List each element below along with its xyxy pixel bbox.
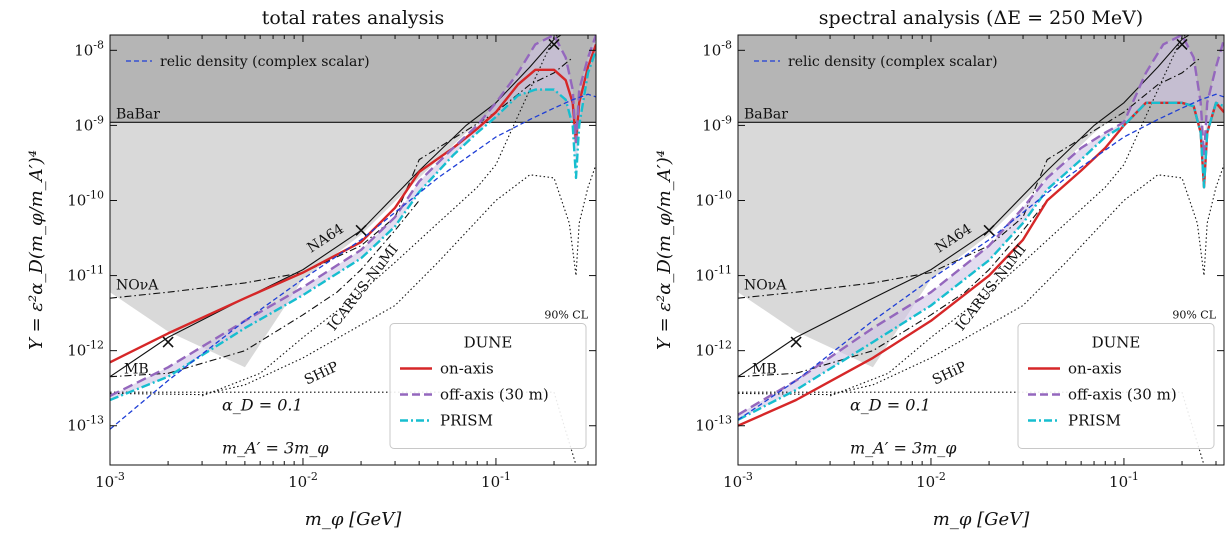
- plot-area: [738, 35, 1224, 465]
- ship-curve: [738, 164, 1224, 396]
- x-tick-label: 10-3: [95, 470, 125, 491]
- mass-ratio-label: m_A′ = 3m_φ: [850, 438, 957, 457]
- na64-curve: [738, 35, 1191, 378]
- legend-box: [389, 322, 587, 449]
- ship-label: SHiP: [930, 359, 969, 389]
- babar-excluded-region: [738, 35, 1224, 123]
- dune-legend: DUNE on-axis off-axis (30 m) PRISM: [1017, 322, 1215, 449]
- y-tick-label: 10-10: [67, 188, 104, 209]
- ship-curve: [110, 164, 596, 396]
- x-tick-label: 10-1: [481, 470, 511, 491]
- x-tick-label: 10-2: [288, 470, 318, 491]
- relic-density-line: [110, 93, 596, 430]
- x-tick-label: 10-3: [723, 470, 753, 491]
- plot-frame: [109, 34, 597, 466]
- benchmark-cross: [548, 38, 560, 50]
- spectral-panel: 10-3 10-2 10-1 10-13 10-12 10-11 10-10 10-9 10-8…: [654, 7, 1225, 530]
- y-tick-label: 10-8: [702, 38, 732, 59]
- y-tick-label: 10-10: [695, 188, 732, 209]
- legend-entry: PRISM: [440, 411, 493, 429]
- y-tick-label: 10-12: [695, 339, 732, 360]
- y-axis-label: Y = ε²α_D(m_φ/m_A′)⁴: [654, 150, 675, 350]
- y-tick-label: 10-8: [74, 38, 104, 59]
- cl-label: 90% CL: [1172, 308, 1216, 321]
- prism-line: [738, 101, 1224, 421]
- mb-curve: [110, 200, 420, 378]
- y-tick-label: 10-12: [67, 339, 104, 360]
- x-axis-ticks: 10-3 10-2 10-1: [723, 35, 1217, 491]
- benchmark-cross: [162, 336, 174, 348]
- y-axis-ticks: 10-13 10-12 10-11 10-10 10-9 10-8: [67, 38, 596, 435]
- dune-band: [738, 35, 1224, 420]
- prism-line: [110, 49, 596, 402]
- relic-density-line: [738, 93, 1224, 421]
- x-axis-label: m_φ [GeV]: [305, 509, 402, 530]
- panel-title: spectral analysis (ΔE = 250 MeV): [819, 7, 1143, 29]
- y-tick-label: 10-13: [695, 414, 732, 435]
- mb-label: MB: [752, 361, 777, 377]
- legend-entry: PRISM: [1068, 411, 1121, 429]
- babar-label: BaBar: [116, 106, 160, 122]
- nova-label: NOνA: [744, 278, 787, 294]
- y-tick-label: 10-9: [702, 113, 732, 134]
- x-axis-label: m_φ [GeV]: [933, 509, 1030, 530]
- plot-frame: [737, 34, 1225, 466]
- cl-label: 90% CL: [544, 308, 588, 321]
- mass-ratio-label: m_A′ = 3m_φ: [222, 438, 329, 457]
- mb-curve: [738, 200, 1048, 378]
- benchmark-cross: [983, 224, 995, 236]
- dune-band: [110, 35, 596, 400]
- relic-legend-label: relic density (complex scalar): [788, 54, 998, 70]
- legend-entry: on-axis: [440, 359, 494, 377]
- y-tick-label: 10-13: [67, 414, 104, 435]
- legend-title: DUNE: [1092, 333, 1141, 351]
- y-axis-label: Y = ε²α_D(m_φ/m_A′)⁴: [26, 150, 47, 350]
- y-axis-ticks: 10-13 10-12 10-11 10-10 10-9 10-8: [695, 38, 1224, 435]
- nova-curve: [738, 57, 1202, 299]
- x-tick-label: 10-1: [1109, 470, 1139, 491]
- off-axis-line: [738, 35, 1224, 416]
- alpha-d-label: α_D = 0.1: [850, 395, 931, 414]
- benchmark-cross: [1176, 38, 1188, 50]
- alpha-d-label: α_D = 0.1: [222, 395, 303, 414]
- x-axis-ticks: 10-3 10-2 10-1: [95, 35, 589, 491]
- benchmark-cross: [790, 336, 802, 348]
- nova-label: NOνA: [116, 278, 159, 294]
- legend-entry: on-axis: [1068, 359, 1122, 377]
- mb-label: MB: [124, 361, 149, 377]
- ship-label: SHiP: [302, 359, 341, 389]
- plot-area: [110, 35, 596, 465]
- dune-legend: DUNE on-axis off-axis (30 m) PRISM: [389, 322, 587, 449]
- off-axis-line: [110, 35, 596, 397]
- legend-box: [1017, 322, 1215, 449]
- legend-entry: off-axis (30 m): [1068, 385, 1177, 403]
- panel-title: total rates analysis: [262, 7, 445, 29]
- y-tick-label: 10-11: [67, 264, 104, 285]
- legend-entry: off-axis (30 m): [440, 385, 549, 403]
- x-tick-label: 10-2: [916, 470, 946, 491]
- relic-legend-label: relic density (complex scalar): [160, 54, 370, 70]
- babar-label: BaBar: [744, 106, 788, 122]
- legend-title: DUNE: [464, 333, 513, 351]
- y-tick-label: 10-11: [695, 264, 732, 285]
- y-tick-label: 10-9: [74, 113, 104, 134]
- benchmark-cross: [355, 224, 367, 236]
- total-rates-panel: 10-3 10-2 10-1 10-13 10-12 10-11 10-10 10-9 10-8…: [26, 7, 597, 530]
